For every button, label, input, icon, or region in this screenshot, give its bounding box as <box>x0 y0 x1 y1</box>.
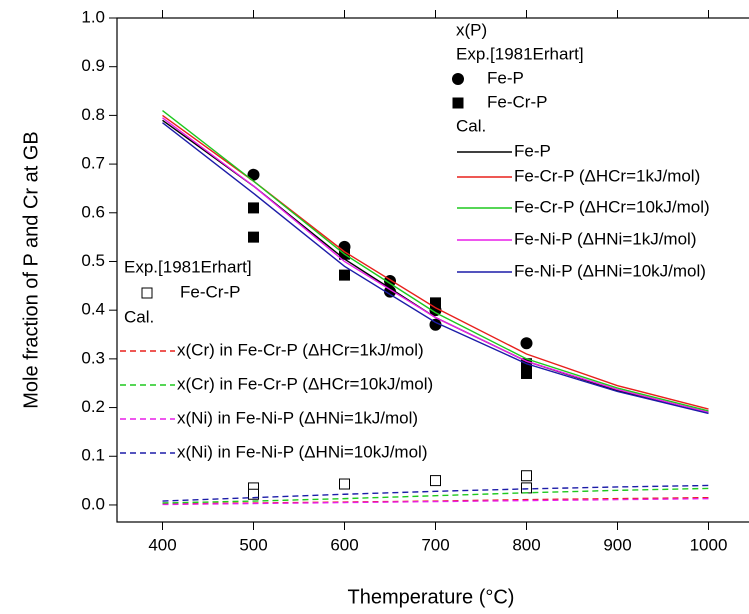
legend-label: Fe-Ni-P (ΔHNi=1kJ/mol) <box>514 229 696 248</box>
legend-label: Fe-Cr-P <box>180 282 240 301</box>
series-line <box>162 497 709 506</box>
y-tick-label: 0.0 <box>81 494 105 513</box>
data-point <box>248 488 259 500</box>
series-line <box>162 122 709 415</box>
x-tick-label: 500 <box>239 535 267 554</box>
legend-label: x(Ni) in Fe-Ni-P (ΔHNi=1kJ/mol) <box>177 408 418 427</box>
x-tick-label: 800 <box>512 535 540 554</box>
legend-label: Fe-Cr-P (ΔHCr=1kJ/mol) <box>514 166 700 185</box>
series-line <box>162 484 709 502</box>
series-line <box>162 487 709 504</box>
legend-label: x(Cr) in Fe-Cr-P (ΔHCr=1kJ/mol) <box>177 340 424 359</box>
legend-swatch <box>452 97 464 109</box>
data-point <box>339 269 350 281</box>
legend-heading: Cal. <box>456 116 486 135</box>
y-tick-label: 0.9 <box>81 56 105 75</box>
y-tick-label: 0.7 <box>81 154 105 173</box>
x-tick-label: 600 <box>330 535 358 554</box>
x-tick-label: 700 <box>421 535 449 554</box>
data-point <box>339 478 350 490</box>
y-tick-label: 0.2 <box>81 397 105 416</box>
legend-label: Fe-Cr-P (ΔHCr=10kJ/mol) <box>514 197 710 216</box>
legend-label: Fe-Cr-P <box>487 92 547 111</box>
series-line <box>162 117 709 414</box>
data-point <box>521 470 532 482</box>
y-tick-label: 0.4 <box>81 300 105 319</box>
legend-heading: Exp.[1981Erhart] <box>456 44 584 63</box>
data-point <box>521 367 532 379</box>
y-tick-label: 0.5 <box>81 251 105 270</box>
legend-label: x(Ni) in Fe-Ni-P (ΔHNi=10kJ/mol) <box>177 442 427 461</box>
legend-swatch <box>452 73 464 85</box>
data-point <box>429 318 442 331</box>
y-tick-label: 1.0 <box>81 7 105 26</box>
legend-label: Fe-P <box>514 141 551 160</box>
y-tick-label: 0.8 <box>81 105 105 124</box>
legend-heading: Cal. <box>124 307 154 326</box>
data-point <box>430 475 441 487</box>
data-point <box>521 482 532 494</box>
data-point <box>248 231 259 243</box>
x-tick-label: 1000 <box>690 535 728 554</box>
legend-label: Fe-Ni-P (ΔHNi=10kJ/mol) <box>514 261 706 280</box>
y-tick-label: 0.3 <box>81 348 105 367</box>
data-point <box>247 168 260 181</box>
data-point <box>248 202 259 214</box>
legend-heading: Exp.[1981Erhart] <box>124 257 252 276</box>
series-line <box>162 109 709 412</box>
x-tick-label: 400 <box>148 535 176 554</box>
data-point <box>384 285 396 298</box>
legend-label: x(Cr) in Fe-Cr-P (ΔHCr=10kJ/mol) <box>177 374 433 393</box>
x-tick-label: 900 <box>603 535 631 554</box>
y-tick-label: 0.1 <box>81 446 105 465</box>
y-axis-title: Mole fraction of P and Cr at GB <box>20 131 42 409</box>
legend-swatch <box>141 287 153 299</box>
data-point <box>520 337 533 350</box>
legend-label: Fe-P <box>487 68 524 87</box>
y-tick-label: 0.6 <box>81 202 105 221</box>
legend-heading: x(P) <box>456 20 487 39</box>
x-axis-title: Themperature (°C) <box>348 586 515 608</box>
